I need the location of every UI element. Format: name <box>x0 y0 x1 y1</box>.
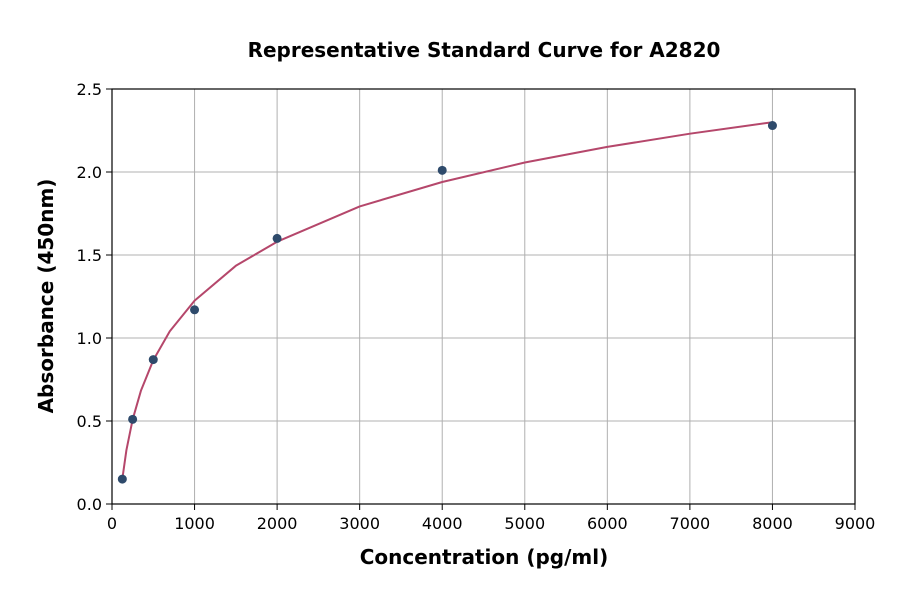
x-axis-ticks: 0 1000 2000 3000 4000 5000 6000 7000 8000 9000 <box>107 504 875 533</box>
data-point <box>128 414 138 424</box>
fit-curve-group <box>121 121 773 480</box>
data-point <box>437 165 447 175</box>
x-tick-label: 6000 <box>587 514 628 533</box>
plot-frame <box>111 88 856 505</box>
x-axis-label: Concentration (pg/ml) <box>360 545 609 569</box>
y-tick-label: 2.5 <box>77 80 102 99</box>
x-tick-label: 7000 <box>670 514 711 533</box>
data-point <box>148 355 158 365</box>
x-tick-label: 8000 <box>752 514 793 533</box>
x-tick-label: 5000 <box>504 514 545 533</box>
data-point <box>767 121 777 131</box>
x-tick-label: 3000 <box>339 514 380 533</box>
x-tick-label: 4000 <box>422 514 463 533</box>
x-tick-label: 1000 <box>174 514 215 533</box>
x-tick-label: 9000 <box>835 514 876 533</box>
y-tick-label: 1.0 <box>77 329 102 348</box>
y-axis-label: Absorbance (450nm) <box>34 179 58 414</box>
y-tick-label: 2.0 <box>77 163 102 182</box>
y-axis-ticks: 0.0 0.5 1.0 1.5 2.0 2.5 <box>77 80 112 514</box>
data-points <box>117 121 777 484</box>
fit-curve <box>121 121 773 480</box>
chart-title: Representative Standard Curve for A2820 <box>248 38 721 62</box>
y-tick-label: 0.5 <box>77 412 102 431</box>
data-point <box>190 305 200 315</box>
x-tick-label: 0 <box>107 514 117 533</box>
y-tick-label: 0.0 <box>77 495 102 514</box>
data-point <box>272 233 282 243</box>
data-point <box>117 474 127 484</box>
grid <box>111 88 856 505</box>
x-tick-label: 2000 <box>257 514 298 533</box>
y-tick-label: 1.5 <box>77 246 102 265</box>
